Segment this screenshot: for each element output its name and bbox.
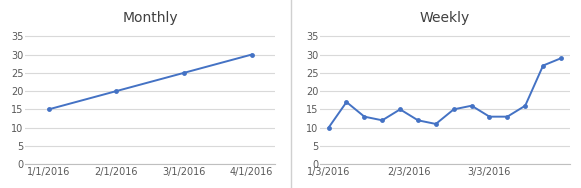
Title: Weekly: Weekly	[419, 11, 470, 25]
Title: Monthly: Monthly	[122, 11, 178, 25]
